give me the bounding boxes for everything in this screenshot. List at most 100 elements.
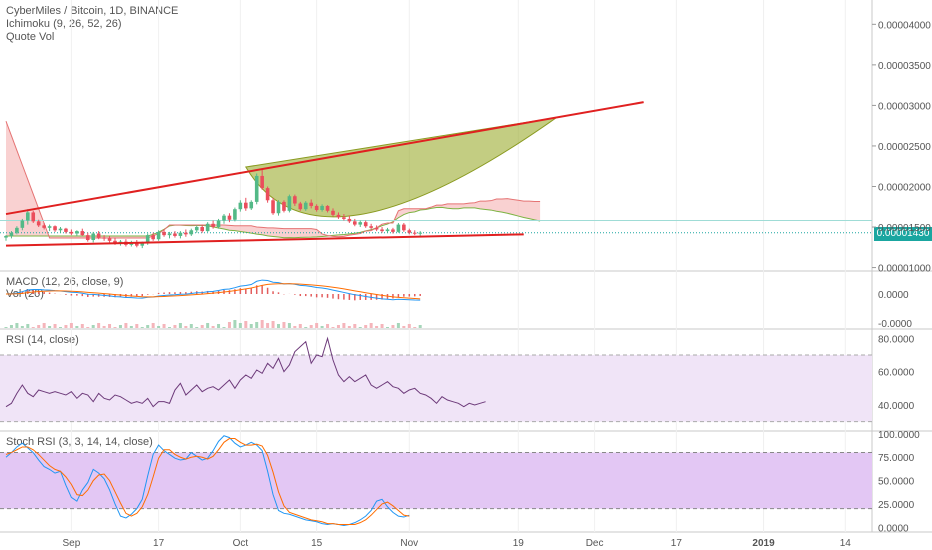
candle-body: [402, 224, 406, 231]
stoch-rsi-title[interactable]: Stoch RSI (3, 3, 14, 14, close): [6, 436, 153, 448]
time-axis-label: 17: [153, 538, 165, 549]
candle-body: [20, 220, 25, 228]
volume-bar: [260, 320, 264, 328]
macd-axis-label: -0.0000: [878, 319, 912, 330]
candle-body: [303, 202, 308, 210]
candle-body: [265, 188, 270, 201]
price-axis-label: 0.00001000: [878, 264, 931, 275]
stoch-axis-label: 100.0000: [878, 430, 920, 441]
rsi-title[interactable]: RSI (14, close): [6, 334, 79, 346]
volume-bar: [342, 323, 346, 328]
macd-line: [5, 279, 421, 301]
candle-body: [75, 231, 79, 234]
stoch-axis-label: 50.0000: [878, 477, 915, 488]
candle-body: [309, 202, 313, 206]
stoch-axis-label: 25.0000: [878, 500, 915, 511]
time-axis-label: 15: [311, 538, 323, 549]
volume-bar: [227, 322, 231, 328]
volume-bar: [15, 323, 19, 328]
symbol-title[interactable]: CyberMiles / Bitcoin, 1D, BINANCE: [6, 5, 179, 17]
volume-bar: [358, 327, 362, 328]
volume-bar: [140, 327, 144, 328]
candle-body: [358, 222, 363, 225]
candle-body: [167, 233, 172, 236]
chart-legend: CyberMiles / Bitcoin, 1D, BINANCE Ichimo…: [6, 5, 178, 44]
candle-body: [47, 226, 52, 228]
time-axis-label: 14: [840, 538, 852, 549]
candle-body: [314, 205, 319, 210]
volume-bar: [233, 320, 237, 328]
volume-bar: [217, 324, 221, 328]
volume-bar: [326, 324, 330, 328]
stoch-k-line: [5, 435, 410, 526]
volume-bar: [9, 325, 13, 328]
candle-body: [107, 238, 112, 241]
candle-body: [53, 226, 57, 231]
candle-body: [9, 232, 14, 236]
time-axis-label: 2019: [752, 538, 775, 549]
volume-bar: [255, 322, 259, 328]
candle-body: [363, 222, 368, 227]
candle-body: [271, 200, 275, 214]
candle-body: [353, 221, 357, 225]
volume-bar: [4, 327, 8, 328]
candle-body: [156, 231, 161, 240]
ichimoku-label[interactable]: Ichimoku (9, 26, 52, 26): [6, 18, 122, 30]
volume-bar: [124, 323, 128, 328]
volume-bar: [369, 323, 373, 328]
volume-bar: [304, 327, 308, 328]
candle-body: [238, 202, 243, 210]
candle-body: [69, 231, 74, 234]
volume-bar: [309, 325, 313, 328]
candle-body: [194, 227, 199, 231]
volume-bar: [249, 324, 253, 328]
candle-body: [80, 231, 85, 236]
volume-bar: [102, 326, 106, 328]
volume-bar: [244, 321, 248, 328]
vol-title[interactable]: Vol (20): [6, 288, 44, 300]
volume-bar: [413, 327, 417, 328]
candle-body: [140, 243, 145, 246]
volume-bar: [277, 324, 280, 328]
volume-bar: [118, 325, 122, 328]
macd-title[interactable]: MACD (12, 26, close, 9): [6, 276, 124, 288]
candle-body: [205, 223, 210, 232]
candle-body: [412, 232, 417, 234]
quote-vol-label[interactable]: Quote Vol: [6, 31, 55, 43]
ichimoku-span-b: [5, 121, 541, 239]
volume-bar: [375, 326, 379, 328]
price-axis-label: 0.00004000: [878, 20, 931, 31]
rsi-axis-label: 40.0000: [878, 401, 915, 412]
candle-body: [15, 227, 19, 233]
volume-bar: [178, 323, 182, 328]
candle-body: [336, 214, 341, 218]
candle-body: [391, 229, 395, 232]
candle-body: [369, 226, 373, 228]
stoch-d-line: [5, 438, 410, 526]
volume-bar: [69, 323, 73, 328]
rsi-band: [0, 355, 872, 422]
volume-bar: [91, 325, 95, 328]
volume-bar: [26, 324, 30, 328]
volume-bar: [353, 324, 357, 328]
candle-body: [418, 232, 422, 234]
volume-bar: [271, 321, 275, 328]
volume-bar: [331, 327, 335, 328]
candle-body: [385, 229, 390, 232]
volume-bar: [402, 326, 406, 328]
candle-body: [320, 205, 324, 210]
volume-bar: [97, 323, 101, 328]
candle-body: [380, 229, 384, 232]
time-axis-label: Dec: [586, 538, 604, 549]
candle-body: [113, 240, 117, 244]
volume-bar: [31, 327, 35, 328]
candle-body: [396, 224, 401, 232]
candle-body: [162, 231, 166, 236]
candle-body: [227, 215, 232, 220]
volume-bar: [80, 324, 84, 328]
volume-bar: [173, 325, 177, 328]
candle-body: [222, 215, 226, 221]
candle-body: [374, 227, 379, 230]
volume-bar: [168, 327, 171, 328]
